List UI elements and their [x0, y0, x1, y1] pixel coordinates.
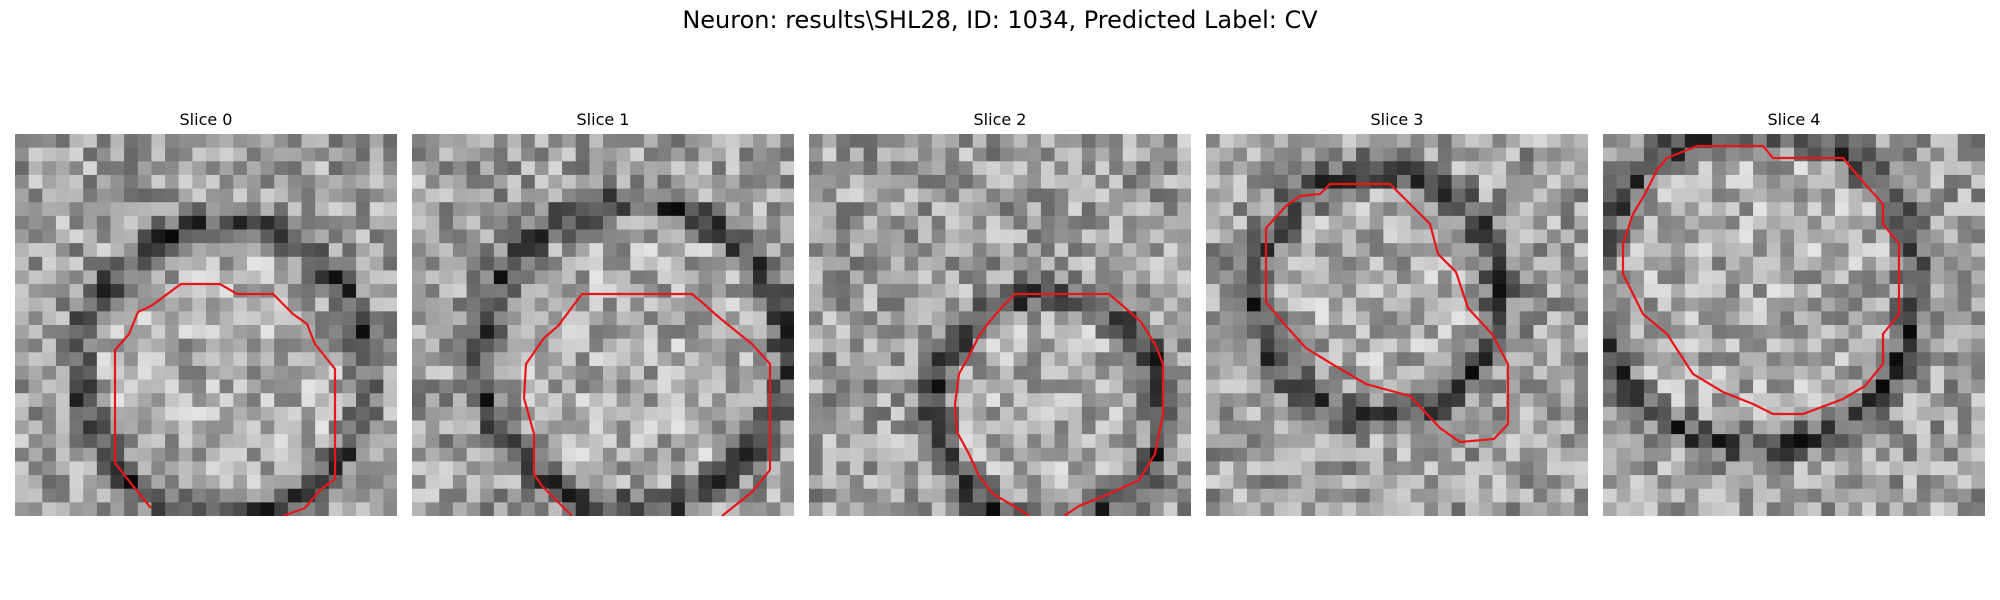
- contour-outline: [113, 282, 337, 516]
- contour-outline: [1264, 182, 1510, 444]
- contour-outline: [953, 292, 1165, 516]
- figure-title: Neuron: results\SHL28, ID: 1034, Predict…: [682, 6, 1318, 34]
- slice-image: [809, 134, 1191, 516]
- slice-image: [412, 134, 794, 516]
- slice-title: Slice 1: [576, 110, 630, 129]
- slice-title: Slice 4: [1767, 110, 1821, 129]
- slice-title: Slice 0: [179, 110, 233, 129]
- slice-title: Slice 2: [973, 110, 1027, 129]
- slice-image: [1206, 134, 1588, 516]
- contour-outline: [522, 292, 772, 516]
- slice-image: [1603, 134, 1985, 516]
- slice-title: Slice 3: [1370, 110, 1424, 129]
- slice-image: [15, 134, 397, 516]
- contour-outline: [1621, 144, 1901, 416]
